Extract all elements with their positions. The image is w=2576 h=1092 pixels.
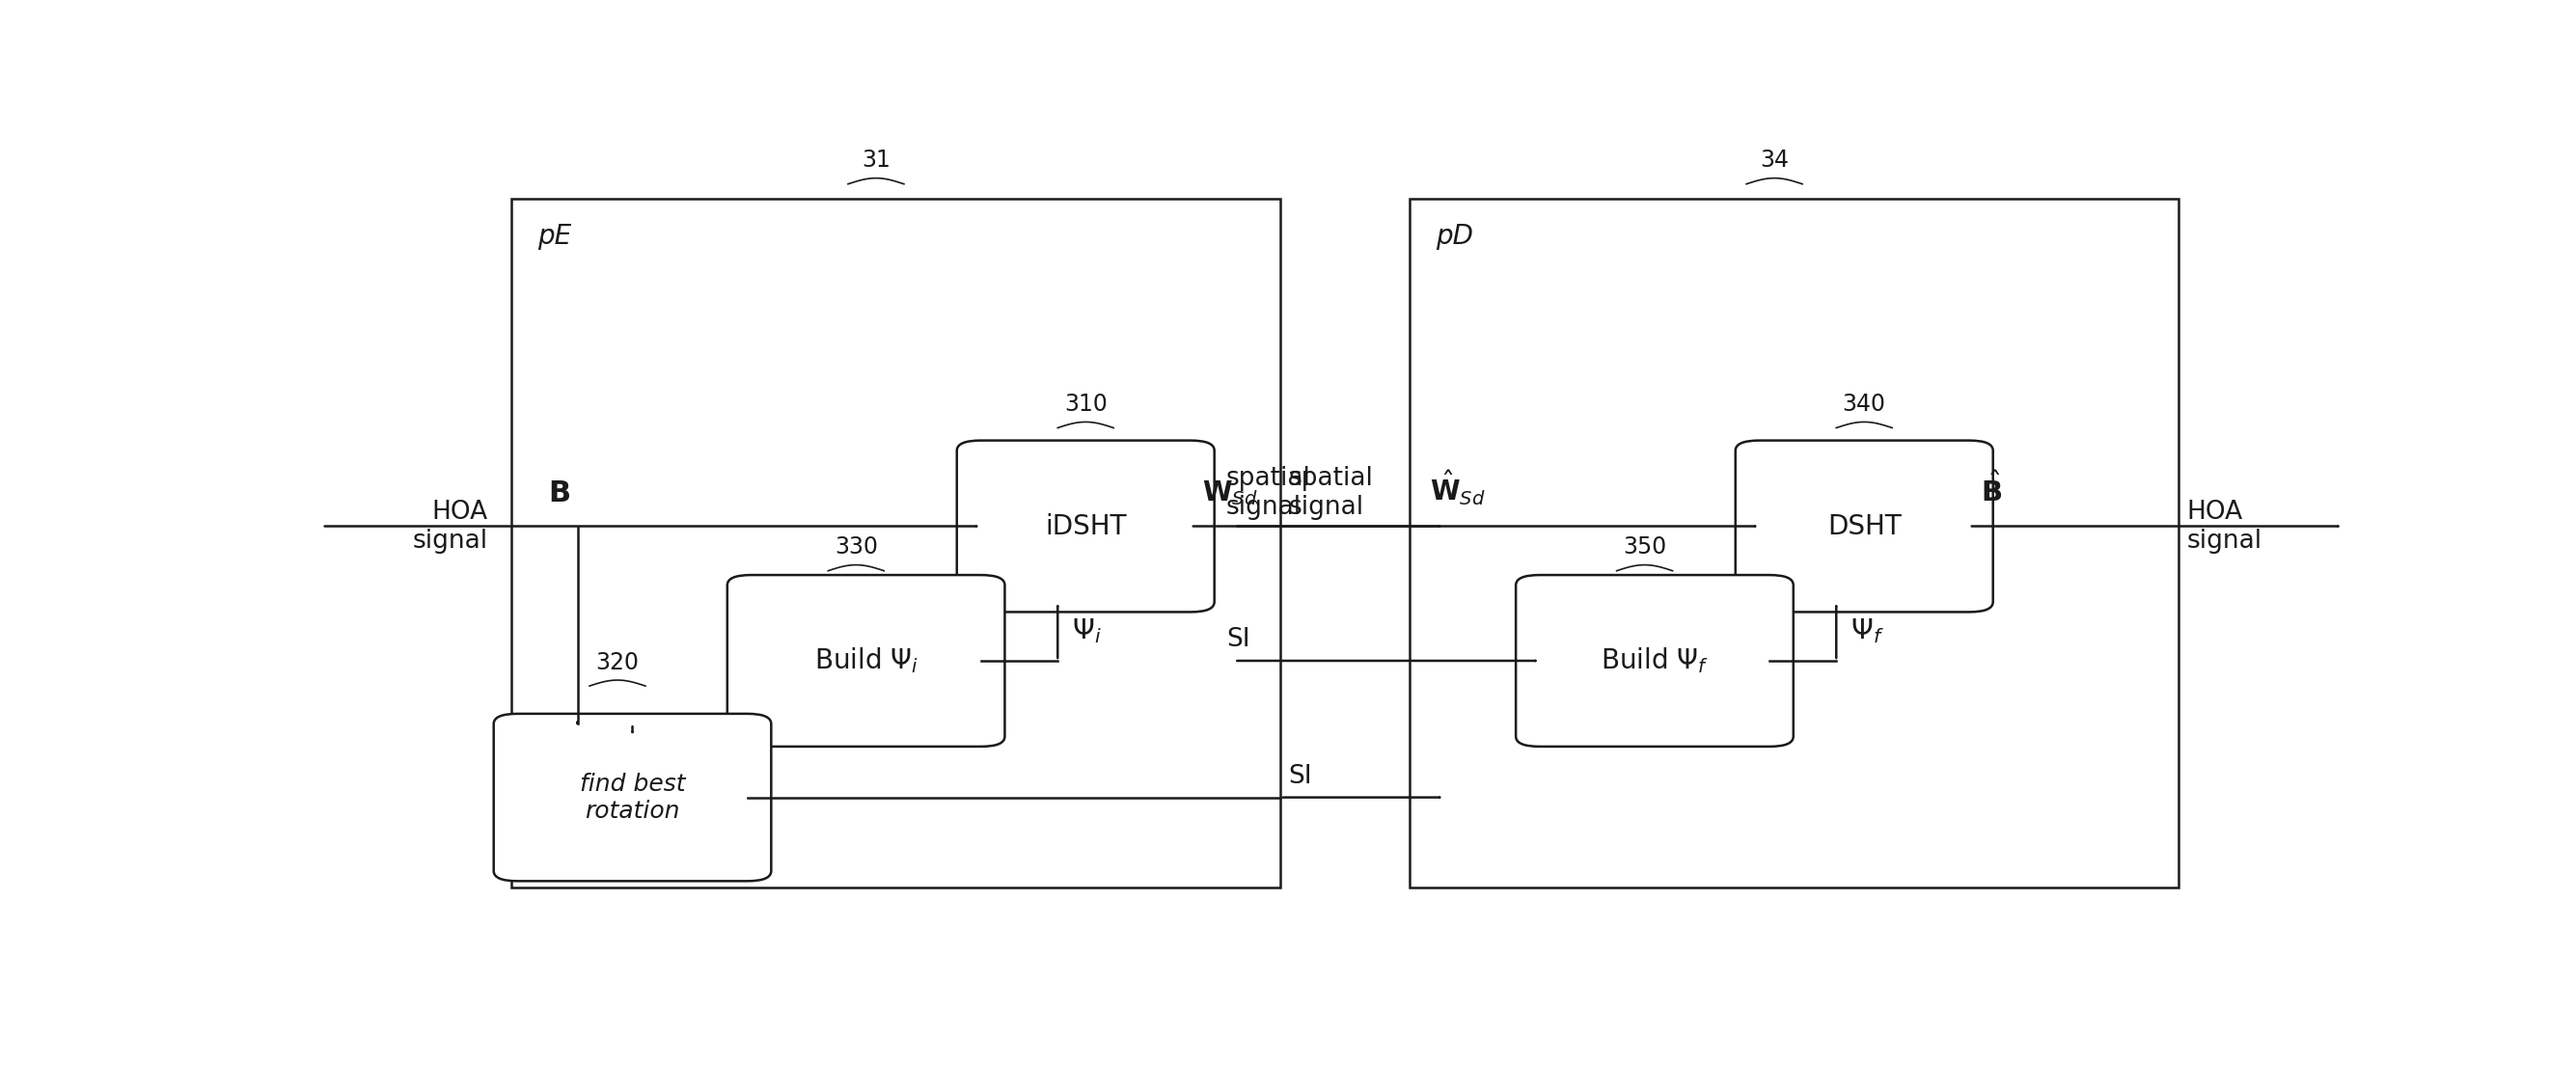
FancyBboxPatch shape: [726, 575, 1005, 747]
Text: 350: 350: [1623, 536, 1667, 559]
Text: 310: 310: [1064, 393, 1108, 416]
Text: pD: pD: [1435, 223, 1473, 250]
Text: $\Psi_f$: $\Psi_f$: [1850, 617, 1883, 645]
Text: Build $\Psi_f$: Build $\Psi_f$: [1600, 645, 1708, 676]
Text: SI: SI: [1288, 763, 1311, 788]
Text: SI: SI: [1226, 627, 1249, 652]
Text: $\mathbf{B}$: $\mathbf{B}$: [549, 479, 569, 508]
Bar: [1409, 199, 2179, 888]
Text: Build $\Psi_i$: Build $\Psi_i$: [814, 645, 917, 676]
Bar: [513, 199, 1280, 888]
Text: 320: 320: [595, 651, 639, 674]
Text: 31: 31: [860, 149, 891, 173]
FancyBboxPatch shape: [495, 714, 770, 881]
Text: DSHT: DSHT: [1826, 513, 1901, 539]
Text: 340: 340: [1842, 393, 1886, 416]
Text: pE: pE: [538, 223, 572, 250]
Text: find best
rotation: find best rotation: [580, 772, 685, 822]
Text: HOA
signal: HOA signal: [2187, 499, 2262, 554]
Text: $\hat{\mathbf{W}}_{Sd}$: $\hat{\mathbf{W}}_{Sd}$: [1430, 468, 1486, 508]
Text: $\hat{\mathbf{B}}$: $\hat{\mathbf{B}}$: [1981, 473, 2002, 508]
FancyBboxPatch shape: [1736, 440, 1994, 612]
Text: 330: 330: [835, 536, 878, 559]
Text: HOA
signal: HOA signal: [412, 499, 487, 554]
FancyBboxPatch shape: [1515, 575, 1793, 747]
Text: iDSHT: iDSHT: [1046, 513, 1126, 539]
Text: spatial
signal: spatial signal: [1226, 465, 1311, 520]
Text: $\Psi_i$: $\Psi_i$: [1072, 617, 1103, 645]
Text: spatial
signal: spatial signal: [1288, 465, 1373, 520]
Text: $\mathbf{W}_{Sd}$: $\mathbf{W}_{Sd}$: [1203, 479, 1257, 508]
Text: 34: 34: [1759, 149, 1788, 173]
FancyBboxPatch shape: [956, 440, 1213, 612]
